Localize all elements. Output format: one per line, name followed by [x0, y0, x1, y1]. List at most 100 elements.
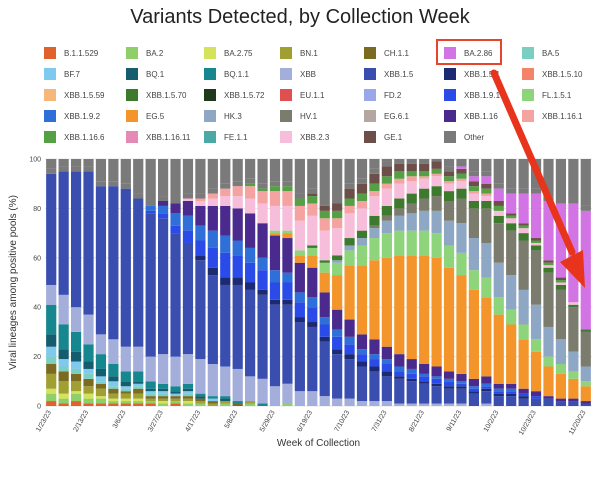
bar-segment	[568, 304, 579, 308]
legend-item[interactable]: BF.7	[44, 67, 80, 81]
bar-segment	[356, 208, 368, 231]
legend-item[interactable]: XBB.1.5.1	[444, 67, 500, 81]
bar-segment	[170, 203, 181, 214]
legend-item[interactable]: EG.6.1	[364, 109, 409, 123]
bar-segment	[108, 364, 119, 377]
bar-segment	[369, 228, 380, 239]
bar-segment	[120, 391, 131, 394]
x-tick-label: 2/13/23	[73, 409, 91, 433]
legend-item[interactable]: XBB.1.5.70	[126, 88, 186, 102]
bar-segment	[182, 391, 194, 394]
bar-segment	[468, 181, 479, 187]
legend-label: EG.6.1	[384, 111, 409, 121]
bar-segment	[443, 166, 455, 172]
bar-segment	[431, 176, 442, 187]
bar-segment	[158, 388, 169, 392]
bar-segment	[543, 398, 554, 406]
bar-segment	[493, 215, 504, 224]
bar-segment	[443, 267, 455, 372]
bar-segment	[145, 401, 156, 404]
bar-segment	[195, 359, 206, 394]
bar-segment	[282, 181, 293, 187]
legend-swatch	[444, 131, 456, 143]
bar-segment	[530, 193, 542, 239]
legend-item[interactable]: CH.1.1	[364, 46, 409, 60]
bar-segment	[356, 159, 368, 179]
legend-item[interactable]: XBB.2.3	[280, 130, 329, 144]
legend-item[interactable]: XBB.1.16.6	[44, 130, 104, 144]
legend-item[interactable]: FD.2	[364, 88, 401, 102]
legend-swatch	[44, 47, 56, 59]
bar-segment	[568, 307, 579, 352]
bar-segment	[95, 186, 107, 335]
legend-item[interactable]: XBB.1.16	[444, 109, 498, 123]
bar-segment	[332, 255, 343, 261]
legend-item[interactable]: BA.2	[126, 46, 163, 60]
bar-segment	[493, 391, 504, 394]
legend-item[interactable]: EU.1.1	[280, 88, 324, 102]
legend-item[interactable]: HK.3	[204, 109, 242, 123]
legend-item[interactable]: BA.5	[522, 46, 559, 60]
bar-segment	[158, 401, 169, 404]
bar-segment	[456, 383, 467, 387]
bar-segment	[95, 354, 107, 369]
legend-item[interactable]: Other	[444, 130, 484, 144]
legend-item[interactable]: XBB.1.9.2	[44, 109, 100, 123]
bar-segment	[332, 329, 343, 337]
legend-item[interactable]: BA.2.75	[204, 46, 252, 60]
legend-item[interactable]: XBB	[280, 67, 316, 81]
bar-segment	[344, 198, 355, 206]
bar-segment	[406, 381, 417, 404]
bar-segment	[319, 218, 330, 231]
bar-segment	[207, 398, 218, 402]
legend-item[interactable]: XBB.1.5	[364, 67, 413, 81]
legend-item[interactable]: XBB.1.9.1	[444, 88, 500, 102]
legend-item[interactable]: B.1.1.529	[44, 46, 98, 60]
legend-item[interactable]: BQ.1	[126, 67, 164, 81]
bar-segment	[282, 282, 293, 300]
bar-segment	[481, 376, 492, 384]
legend-item[interactable]: FL.1.5.1	[522, 88, 571, 102]
bar-segment	[394, 255, 405, 355]
legend-item[interactable]: XBB.1.16.1	[522, 109, 582, 123]
legend-item[interactable]: FE.1.1	[204, 130, 248, 144]
bar-segment	[431, 376, 442, 379]
legend-label: FD.2	[384, 90, 402, 100]
legend-item[interactable]: BA.2.86	[444, 46, 492, 60]
bar-segment	[419, 178, 430, 189]
bar-segment	[369, 159, 380, 169]
legend-item[interactable]: XBB.1.5.10	[522, 67, 582, 81]
legend-item[interactable]: BN.1	[280, 46, 318, 60]
bar-segment	[530, 339, 542, 352]
bar-segment	[344, 238, 355, 246]
bar-segment	[257, 378, 268, 404]
bar-segment	[481, 188, 492, 194]
bar-segment	[493, 396, 504, 406]
bar-segment	[568, 351, 579, 372]
legend-item[interactable]: XBB.1.5.72	[204, 88, 264, 102]
legend-item[interactable]: BQ.1.1	[204, 67, 249, 81]
bar-segment	[294, 255, 305, 263]
bar-segment	[468, 391, 479, 394]
bar-segment	[468, 238, 479, 271]
legend-item[interactable]: XBB.1.5.59	[44, 88, 104, 102]
legend-item[interactable]: EG.5	[126, 109, 164, 123]
legend-label: XBB.1.5.72	[224, 90, 265, 100]
bar-segment	[568, 371, 579, 379]
legend-swatch	[204, 131, 216, 143]
bar-segment	[58, 371, 69, 382]
x-tick-label: 11/20/23	[568, 409, 587, 436]
bar-segment	[220, 159, 231, 184]
bar-segment	[543, 356, 554, 367]
legend-swatch	[522, 110, 534, 122]
legend-item[interactable]: GE.1	[364, 130, 402, 144]
legend-label: HV.1	[300, 111, 318, 121]
bar-segment	[381, 257, 392, 347]
bar-segment	[232, 277, 243, 285]
legend-swatch	[280, 110, 292, 122]
legend-item[interactable]: XBB.1.16.11	[126, 130, 190, 144]
bar-segment	[381, 166, 392, 177]
bar-segment	[70, 373, 82, 382]
legend-item[interactable]: HV.1	[280, 109, 317, 123]
bar-segment	[220, 366, 231, 397]
